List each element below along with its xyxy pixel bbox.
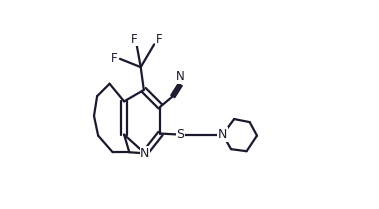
Text: F: F — [156, 33, 163, 46]
Text: F: F — [111, 52, 117, 65]
Text: N: N — [176, 70, 185, 83]
Text: N: N — [140, 147, 150, 160]
Text: S: S — [176, 128, 184, 141]
Text: F: F — [131, 33, 138, 46]
Text: N: N — [218, 128, 227, 141]
